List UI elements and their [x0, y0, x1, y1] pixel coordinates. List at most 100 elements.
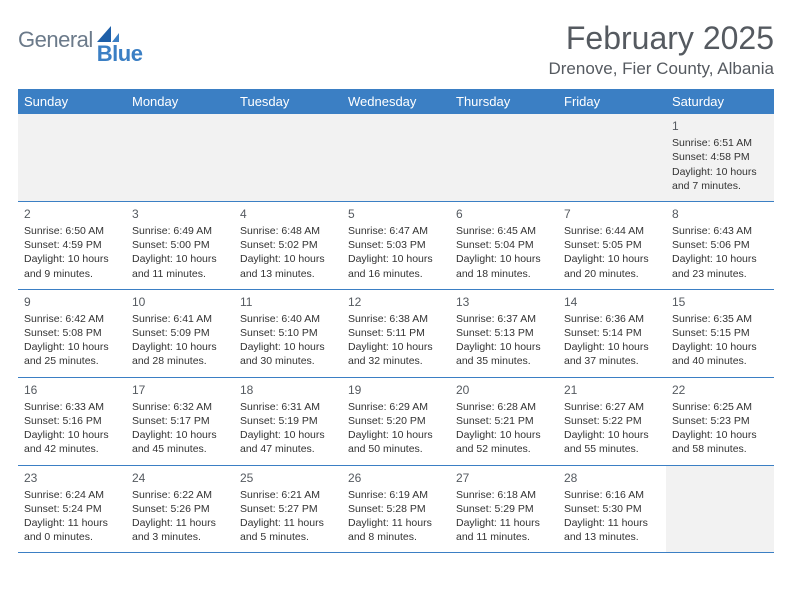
sunset-text: Sunset: 5:13 PM	[456, 326, 552, 340]
day-cell: 25Sunrise: 6:21 AMSunset: 5:27 PMDayligh…	[234, 466, 342, 553]
daylight-text: Daylight: 10 hours and 42 minutes.	[24, 428, 120, 456]
daylight-text: Daylight: 10 hours and 16 minutes.	[348, 252, 444, 280]
day-number: 14	[564, 294, 660, 310]
sunset-text: Sunset: 5:04 PM	[456, 238, 552, 252]
day-number: 8	[672, 206, 768, 222]
blank-cell	[666, 466, 774, 553]
day-cell: 20Sunrise: 6:28 AMSunset: 5:21 PMDayligh…	[450, 378, 558, 465]
day-cell: 14 Sunrise: 6:36 AMSunset: 5:14 PMDayligh…	[558, 290, 666, 377]
daylight-text: Daylight: 10 hours and 58 minutes.	[672, 428, 768, 456]
day-cell: 18Sunrise: 6:31 AMSunset: 5:19 PMDayligh…	[234, 378, 342, 465]
day-number: 28	[564, 470, 660, 486]
sunrise-text: Sunrise: 6:27 AM	[564, 400, 660, 414]
sunset-text: Sunset: 4:58 PM	[672, 150, 768, 164]
sunset-text: Sunset: 5:30 PM	[564, 502, 660, 516]
day-cell: 17Sunrise: 6:32 AMSunset: 5:17 PMDayligh…	[126, 378, 234, 465]
sunset-text: Sunset: 5:16 PM	[24, 414, 120, 428]
sunset-text: Sunset: 5:20 PM	[348, 414, 444, 428]
day-header-cell: Thursday	[450, 89, 558, 114]
day-header-cell: Friday	[558, 89, 666, 114]
day-number: 16	[24, 382, 120, 398]
sunset-text: Sunset: 4:59 PM	[24, 238, 120, 252]
sunset-text: Sunset: 5:28 PM	[348, 502, 444, 516]
daylight-text: Daylight: 11 hours and 13 minutes.	[564, 516, 660, 544]
day-number: 18	[240, 382, 336, 398]
sunrise-text: Sunrise: 6:25 AM	[672, 400, 768, 414]
day-cell: 22Sunrise: 6:25 AMSunset: 5:23 PMDayligh…	[666, 378, 774, 465]
day-cell: 27Sunrise: 6:18 AMSunset: 5:29 PMDayligh…	[450, 466, 558, 553]
sunset-text: Sunset: 5:22 PM	[564, 414, 660, 428]
day-number: 7	[564, 206, 660, 222]
daylight-text: Daylight: 11 hours and 0 minutes.	[24, 516, 120, 544]
day-number: 2	[24, 206, 120, 222]
sunset-text: Sunset: 5:15 PM	[672, 326, 768, 340]
sunrise-text: Sunrise: 6:45 AM	[456, 224, 552, 238]
day-cell: 9Sunrise: 6:42 AMSunset: 5:08 PMDaylight…	[18, 290, 126, 377]
daylight-text: Daylight: 10 hours and 30 minutes.	[240, 340, 336, 368]
sunset-text: Sunset: 5:14 PM	[564, 326, 660, 340]
day-cell: 28 Sunrise: 6:16 AMSunset: 5:30 PMDayligh…	[558, 466, 666, 553]
sunrise-text: Sunrise: 6:43 AM	[672, 224, 768, 238]
week-row: 9Sunrise: 6:42 AMSunset: 5:08 PMDaylight…	[18, 290, 774, 378]
day-number: 26	[348, 470, 444, 486]
day-number: 15	[672, 294, 768, 310]
daylight-text: Daylight: 10 hours and 9 minutes.	[24, 252, 120, 280]
daylight-text: Daylight: 11 hours and 8 minutes.	[348, 516, 444, 544]
day-cell: 6Sunrise: 6:45 AMSunset: 5:04 PMDaylight…	[450, 202, 558, 289]
day-header-cell: Saturday	[666, 89, 774, 114]
sunrise-text: Sunrise: 6:16 AM	[564, 488, 660, 502]
daylight-text: Daylight: 10 hours and 13 minutes.	[240, 252, 336, 280]
month-title: February 2025	[548, 20, 774, 57]
day-cell: 11Sunrise: 6:40 AMSunset: 5:10 PMDayligh…	[234, 290, 342, 377]
daylight-text: Daylight: 10 hours and 25 minutes.	[24, 340, 120, 368]
sunset-text: Sunset: 5:10 PM	[240, 326, 336, 340]
day-header-row: SundayMondayTuesdayWednesdayThursdayFrid…	[18, 89, 774, 114]
sunrise-text: Sunrise: 6:36 AM	[564, 312, 660, 326]
day-number: 17	[132, 382, 228, 398]
day-number: 4	[240, 206, 336, 222]
day-number: 9	[24, 294, 120, 310]
sunrise-text: Sunrise: 6:40 AM	[240, 312, 336, 326]
daylight-text: Daylight: 10 hours and 28 minutes.	[132, 340, 228, 368]
daylight-text: Daylight: 10 hours and 18 minutes.	[456, 252, 552, 280]
daylight-text: Daylight: 10 hours and 7 minutes.	[672, 165, 768, 193]
blank-cell	[342, 114, 450, 201]
daylight-text: Daylight: 11 hours and 5 minutes.	[240, 516, 336, 544]
sunrise-text: Sunrise: 6:24 AM	[24, 488, 120, 502]
day-cell: 8Sunrise: 6:43 AMSunset: 5:06 PMDaylight…	[666, 202, 774, 289]
day-cell: 7Sunrise: 6:44 AMSunset: 5:05 PMDaylight…	[558, 202, 666, 289]
day-cell: 12Sunrise: 6:38 AMSunset: 5:11 PMDayligh…	[342, 290, 450, 377]
day-cell: 2Sunrise: 6:50 AMSunset: 4:59 PMDaylight…	[18, 202, 126, 289]
day-header-cell: Wednesday	[342, 89, 450, 114]
daylight-text: Daylight: 10 hours and 52 minutes.	[456, 428, 552, 456]
week-row: 2Sunrise: 6:50 AMSunset: 4:59 PMDaylight…	[18, 202, 774, 290]
sunset-text: Sunset: 5:09 PM	[132, 326, 228, 340]
week-row: 1Sunrise: 6:51 AMSunset: 4:58 PMDaylight…	[18, 114, 774, 202]
sunset-text: Sunset: 5:03 PM	[348, 238, 444, 252]
day-number: 24	[132, 470, 228, 486]
location-text: Drenove, Fier County, Albania	[548, 59, 774, 79]
day-cell: 13Sunrise: 6:37 AMSunset: 5:13 PMDayligh…	[450, 290, 558, 377]
sunset-text: Sunset: 5:26 PM	[132, 502, 228, 516]
sunset-text: Sunset: 5:27 PM	[240, 502, 336, 516]
day-cell: 4Sunrise: 6:48 AMSunset: 5:02 PMDaylight…	[234, 202, 342, 289]
sunrise-text: Sunrise: 6:32 AM	[132, 400, 228, 414]
daylight-text: Daylight: 10 hours and 37 minutes.	[564, 340, 660, 368]
daylight-text: Daylight: 10 hours and 55 minutes.	[564, 428, 660, 456]
daylight-text: Daylight: 10 hours and 35 minutes.	[456, 340, 552, 368]
sunrise-text: Sunrise: 6:21 AM	[240, 488, 336, 502]
sunrise-text: Sunrise: 6:22 AM	[132, 488, 228, 502]
day-cell: 16Sunrise: 6:33 AMSunset: 5:16 PMDayligh…	[18, 378, 126, 465]
sunset-text: Sunset: 5:05 PM	[564, 238, 660, 252]
day-number: 1	[672, 118, 768, 134]
day-number: 3	[132, 206, 228, 222]
logo-text-general: General	[18, 27, 93, 53]
day-cell: 1Sunrise: 6:51 AMSunset: 4:58 PMDaylight…	[666, 114, 774, 201]
blank-cell	[18, 114, 126, 201]
day-cell: 15Sunrise: 6:35 AMSunset: 5:15 PMDayligh…	[666, 290, 774, 377]
sunrise-text: Sunrise: 6:38 AM	[348, 312, 444, 326]
sunrise-text: Sunrise: 6:47 AM	[348, 224, 444, 238]
title-block: February 2025 Drenove, Fier County, Alba…	[548, 20, 774, 79]
daylight-text: Daylight: 11 hours and 11 minutes.	[456, 516, 552, 544]
sunrise-text: Sunrise: 6:35 AM	[672, 312, 768, 326]
